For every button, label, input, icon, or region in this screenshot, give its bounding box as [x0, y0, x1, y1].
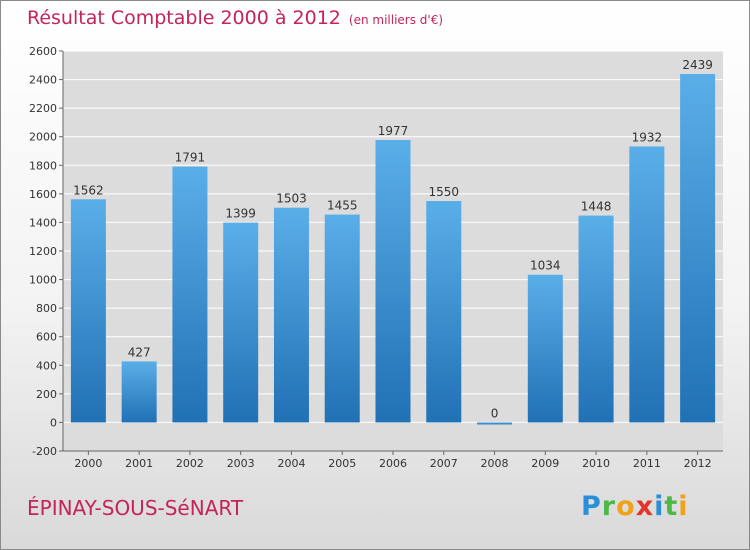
x-tick-label: 2004	[277, 457, 305, 470]
x-tick-label: 2011	[633, 457, 661, 470]
x-tick-label: 2007	[430, 457, 458, 470]
logo-letter: o	[616, 491, 636, 522]
data-label: 1034	[530, 259, 561, 273]
logo-letter: r	[601, 491, 617, 522]
data-label: 1791	[175, 151, 206, 165]
bar	[680, 74, 716, 423]
bar	[324, 214, 360, 423]
logo-letter: P	[581, 491, 602, 522]
y-tick-label: 200	[36, 388, 57, 401]
y-tick-label: 800	[36, 302, 57, 315]
x-tick-label: 2009	[531, 457, 559, 470]
y-tick-label: 2600	[29, 45, 57, 58]
title-unit: (en milliers d'€)	[348, 13, 444, 27]
bar	[426, 201, 462, 423]
bar	[121, 361, 157, 423]
bars	[70, 74, 716, 425]
y-tick-label: 0	[50, 416, 57, 429]
y-tick-label: 1400	[29, 216, 57, 229]
x-axis: 2000 2001 2002 2003 2004 2005 2006 2007 2008 2009…	[63, 450, 723, 470]
x-tick-label: 2000	[74, 457, 102, 470]
data-label: 427	[128, 345, 151, 359]
logo-letter: i	[678, 491, 689, 522]
y-tick-label: 1600	[29, 188, 57, 201]
place-name: ÉPINAY-SOUS-SéNART	[27, 496, 244, 520]
logo-letter: t	[664, 491, 679, 522]
data-label: 1562	[73, 183, 104, 197]
data-label: 1399	[225, 207, 256, 221]
y-tick-label: 1800	[29, 159, 57, 172]
y-tick-label: 2400	[29, 74, 57, 87]
bar	[477, 422, 513, 425]
x-tick-label: 2008	[481, 457, 509, 470]
x-tick-label: 2005	[328, 457, 356, 470]
data-labels: 1562 427 1791 1399 1503 1455 1977 1550 0 1034 1448…	[73, 58, 713, 420]
data-label: 1550	[428, 185, 459, 199]
logo-letter: x	[635, 491, 655, 522]
data-label: 1503	[276, 192, 307, 206]
data-label: 1932	[632, 130, 663, 144]
bar	[172, 166, 208, 423]
y-axis: -200 0 200 400 600 800 1000 1200 1400 1600 1800 200…	[29, 45, 64, 458]
chart-title: Résultat Comptable 2000 à 2012 (en millie…	[27, 7, 443, 29]
data-label: 2439	[682, 58, 713, 72]
y-tick-label: 600	[36, 331, 57, 344]
bar	[70, 199, 106, 423]
x-tick-label: 2006	[379, 457, 407, 470]
logo-letter: i	[654, 491, 665, 522]
bar	[578, 215, 614, 423]
x-tick-label: 2012	[684, 457, 712, 470]
data-label: 1977	[378, 124, 409, 138]
data-label: 1448	[581, 200, 612, 214]
x-tick-label: 2003	[227, 457, 255, 470]
y-tick-label: 2200	[29, 102, 57, 115]
x-tick-label: 2002	[176, 457, 204, 470]
bar	[629, 146, 665, 423]
y-tick-label: 400	[36, 359, 57, 372]
y-tick-label: 1200	[29, 245, 57, 258]
data-label: 1455	[327, 199, 358, 213]
x-tick-label: 2010	[582, 457, 610, 470]
bar	[273, 207, 309, 423]
bar	[223, 222, 259, 423]
x-tick-label: 2001	[125, 457, 153, 470]
bar	[375, 140, 411, 423]
data-label: 0	[491, 406, 499, 420]
y-tick-label: 1000	[29, 274, 57, 287]
title-text: Résultat Comptable 2000 à 2012	[27, 7, 341, 29]
proxiti-logo: Proxiti	[581, 491, 689, 522]
bar	[527, 274, 563, 423]
y-tick-label: 2000	[29, 131, 57, 144]
y-tick-label: -200	[32, 445, 57, 458]
